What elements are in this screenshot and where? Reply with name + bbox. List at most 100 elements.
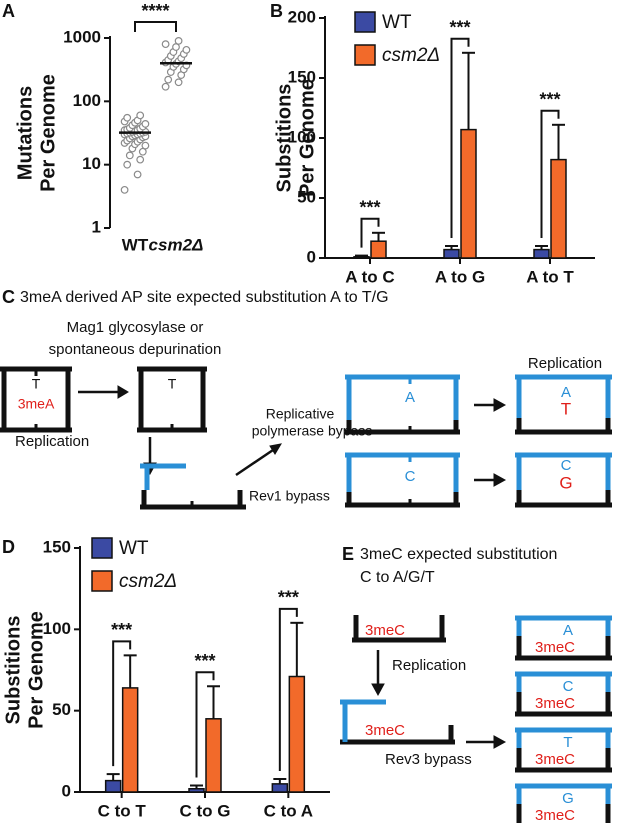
y-tick-label: 200 [288, 7, 316, 26]
diagram-title: C to A/G/T [360, 569, 435, 586]
significance: *** [194, 651, 215, 671]
y-tick-label: 0 [62, 781, 71, 800]
bar [104, 779, 122, 793]
bar [550, 158, 567, 259]
bar [271, 783, 289, 793]
base: G [559, 473, 572, 492]
legend-label: csm2Δ [119, 571, 177, 592]
dna-c-new [140, 374, 612, 492]
panel-letter: B [270, 1, 283, 21]
data-point [164, 75, 173, 84]
y-tick-label: 100 [73, 91, 101, 110]
bar [533, 248, 550, 259]
y-axis-label: Per Genome [296, 79, 318, 197]
significance-bracket [540, 109, 560, 238]
step-label: Replication [528, 355, 602, 372]
y-tick-label: 0 [307, 247, 316, 266]
base: A [405, 389, 415, 406]
step-label: polymerase bypass [252, 423, 373, 439]
x-tick-label: A to T [526, 267, 574, 286]
lesion: 3meC [535, 751, 575, 768]
step-label: Replicative [266, 406, 335, 422]
x-tick-label: csm2Δ [149, 235, 204, 254]
y-tick-label: 150 [43, 537, 71, 556]
data-point [174, 78, 183, 87]
x-tick-label: C to G [180, 801, 231, 820]
bar [460, 128, 477, 259]
strand [515, 636, 612, 661]
legend-swatch [91, 570, 113, 592]
lesion: 3meC [535, 695, 575, 712]
base: A [563, 622, 573, 639]
y-axis-label: Substitions [2, 616, 24, 725]
y-tick-label: 100 [288, 127, 316, 146]
legend-swatch [91, 537, 113, 559]
y-axis-label: Substitions [273, 84, 295, 193]
significance-bracket [195, 671, 215, 778]
base: T [563, 734, 572, 751]
base: T [561, 399, 571, 418]
y-tick-label: 100 [43, 619, 71, 638]
significance-bracket [112, 640, 132, 767]
base: G [562, 790, 574, 807]
legend-swatch [354, 44, 376, 66]
y-tick-label: 10 [82, 154, 101, 173]
step-label: Replication [15, 433, 89, 450]
data-point [136, 155, 145, 164]
panel-letter: A [2, 1, 15, 21]
data-point [123, 160, 132, 169]
step-label: Replication [392, 657, 466, 674]
data-point [120, 185, 129, 194]
data-point [141, 120, 150, 128]
base: C [405, 468, 416, 485]
x-tick-label: A to G [435, 267, 485, 286]
bar [121, 687, 139, 793]
x-tick-label: WT [122, 235, 149, 254]
y-axis-label: Per Genome [25, 611, 47, 729]
x-tick-label: C to A [264, 801, 313, 820]
bar [288, 675, 306, 793]
data-point [125, 151, 134, 160]
lesion: 3meC [535, 639, 575, 656]
x-tick-label: A to C [345, 267, 394, 286]
bar [370, 240, 387, 259]
significance-bracket [278, 607, 298, 771]
x-tick-label: C to T [98, 801, 147, 820]
y-tick-label: 150 [288, 67, 316, 86]
significance: **** [141, 1, 169, 21]
legend-label: WT [119, 538, 149, 559]
data-point [133, 170, 142, 179]
data-point [136, 111, 145, 120]
y-tick-label: 50 [52, 700, 71, 719]
base: A [561, 384, 571, 401]
diagrams: C 3meA derived AP site expected substitu… [0, 287, 612, 823]
diagram-title: 3meA derived AP site expected substituti… [20, 289, 389, 306]
y-axis-label: Mutations [14, 86, 36, 180]
bar [205, 718, 222, 793]
lesion: 3meC [365, 722, 405, 739]
base: C [561, 457, 572, 474]
data-point [161, 82, 170, 91]
base: T [168, 376, 177, 392]
strand [515, 615, 612, 636]
strand [516, 804, 611, 823]
strand [515, 748, 612, 773]
data-point [141, 141, 150, 150]
strand [515, 727, 612, 748]
data-point [182, 45, 191, 54]
strand [515, 692, 612, 717]
data-point [161, 40, 170, 49]
significance: *** [449, 18, 470, 38]
dna-c [0, 366, 612, 510]
diagram-title: 3meC expected substitution [360, 546, 557, 563]
panel-letter: E [342, 544, 354, 564]
base: T [32, 376, 41, 392]
significance: *** [359, 198, 380, 218]
significance-bracket [360, 217, 380, 248]
strand [515, 671, 612, 692]
